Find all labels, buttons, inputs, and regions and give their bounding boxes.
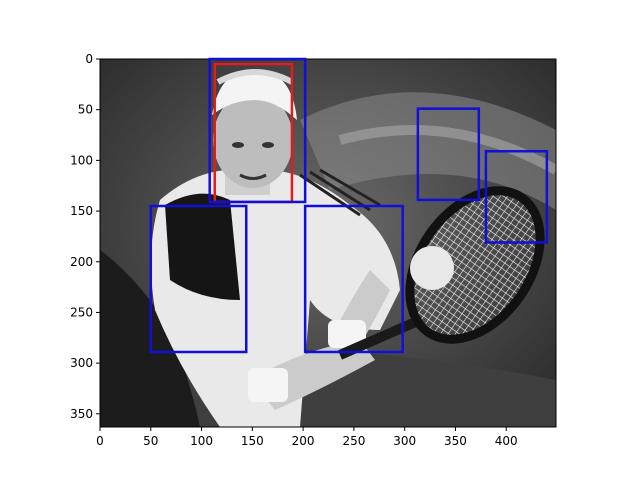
blue-bounding-box-2 [149,204,248,354]
x-tick-label: 100 [190,434,213,448]
blue-bounding-box-1 [208,57,307,204]
x-tick-label: 400 [495,434,518,448]
y-axis-ticks: 0 50 100 150 200 250 300 350 [70,52,100,421]
x-axis-ticks: 0 50 100 150 200 250 300 350 400 [96,427,518,448]
x-tick-label: 300 [393,434,416,448]
blue-bounding-box-3 [303,204,404,354]
blue-bounding-box-5 [484,150,549,244]
y-tick-label: 250 [70,305,93,319]
x-tick-label: 50 [143,434,158,448]
y-tick-label: 200 [70,255,93,269]
x-tick-label: 150 [241,434,264,448]
y-tick-label: 0 [85,52,93,66]
x-tick-label: 200 [292,434,315,448]
y-tick-label: 150 [70,204,93,218]
bounding-box-layer [149,57,549,354]
y-tick-label: 300 [70,356,93,370]
axes-frame [99,58,557,428]
y-tick-label: 50 [78,103,93,117]
x-tick-label: 350 [444,434,467,448]
blue-bounding-box-4 [416,107,481,202]
y-tick-label: 350 [70,407,93,421]
x-tick-label: 250 [342,434,365,448]
y-tick-label: 100 [70,153,93,167]
x-tick-label: 0 [96,434,104,448]
